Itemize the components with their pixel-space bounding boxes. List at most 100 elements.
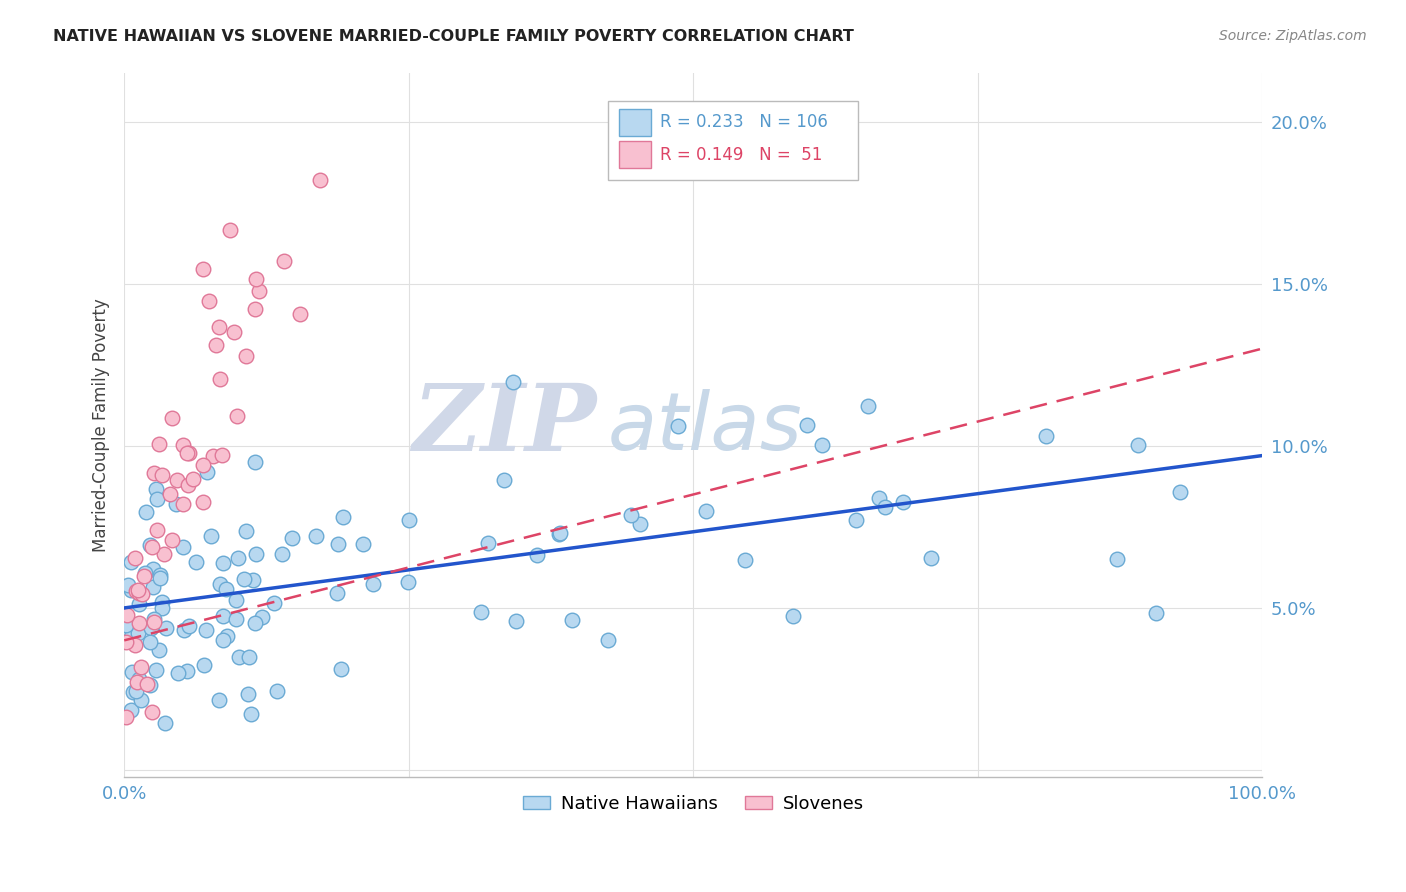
Point [326, 585, 349, 599]
Point [138, 635, 160, 649]
Point [145, 523, 167, 537]
Point [734, 553, 756, 567]
Point [361, 576, 384, 591]
Point [193, 495, 215, 509]
Point [159, 487, 181, 501]
Point [200, 529, 222, 543]
Bar [619, 141, 651, 168]
Point [596, 633, 619, 648]
Point [233, 572, 256, 586]
Point [225, 409, 247, 424]
Point [142, 467, 165, 481]
Point [505, 614, 527, 628]
Point [177, 478, 200, 492]
Point [218, 223, 240, 237]
Point [1144, 606, 1167, 620]
Point [1168, 484, 1191, 499]
Point [891, 495, 914, 509]
Point [146, 491, 169, 506]
Point [195, 624, 218, 638]
Point [176, 446, 198, 460]
Point [134, 566, 156, 581]
Text: R = 0.149   N =  51: R = 0.149 N = 51 [661, 145, 823, 163]
Point [526, 548, 548, 562]
Point [202, 449, 225, 463]
Text: R = 0.233   N = 106: R = 0.233 N = 106 [661, 113, 828, 131]
Point [142, 562, 165, 576]
Point [127, 626, 149, 640]
Point [222, 325, 245, 339]
Point [128, 615, 150, 630]
Point [115, 617, 138, 632]
Point [666, 419, 689, 434]
Point [396, 574, 419, 589]
Point [115, 634, 138, 648]
Point [155, 715, 177, 730]
Point [1128, 438, 1150, 452]
Text: ZIP: ZIP [412, 380, 596, 470]
Point [121, 665, 143, 680]
Text: Source: ZipAtlas.com: Source: ZipAtlas.com [1219, 29, 1367, 43]
Point [121, 685, 143, 699]
Point [1035, 429, 1057, 443]
Point [235, 524, 257, 539]
Point [245, 302, 267, 317]
Point [125, 583, 148, 598]
Point [142, 615, 165, 629]
Point [138, 678, 160, 692]
Point [561, 613, 583, 627]
Point [160, 410, 183, 425]
Point [114, 709, 136, 723]
Point [920, 550, 942, 565]
Point [128, 586, 150, 600]
Point [398, 513, 420, 527]
Point [184, 555, 207, 569]
Legend: Native Hawaiians, Slovenes: Native Hawaiians, Slovenes [516, 788, 870, 821]
Point [212, 633, 235, 648]
Point [1105, 552, 1128, 566]
FancyBboxPatch shape [607, 101, 858, 180]
Point [149, 570, 172, 584]
Point [782, 608, 804, 623]
Point [142, 611, 165, 625]
Point [193, 657, 215, 672]
Point [125, 684, 148, 698]
Point [120, 583, 142, 598]
Point [239, 706, 262, 721]
Point [280, 531, 302, 545]
Point [470, 605, 492, 619]
Point [141, 705, 163, 719]
Point [150, 601, 173, 615]
Point [502, 375, 524, 389]
Point [245, 548, 267, 562]
Point [167, 665, 190, 680]
Point [226, 551, 249, 566]
Point [620, 508, 643, 523]
Point [212, 557, 235, 571]
Point [124, 638, 146, 652]
Point [145, 483, 167, 497]
Point [242, 573, 264, 587]
Point [197, 294, 219, 309]
Point [172, 497, 194, 511]
Point [868, 491, 890, 506]
Text: atlas: atlas [607, 389, 803, 467]
Point [135, 505, 157, 519]
Point [141, 622, 163, 636]
Point [352, 537, 374, 551]
Point [225, 592, 247, 607]
Point [796, 417, 818, 432]
Point [177, 619, 200, 633]
Point [150, 595, 173, 609]
Point [212, 609, 235, 624]
Point [150, 467, 173, 482]
Point [856, 399, 879, 413]
Point [128, 597, 150, 611]
Point [217, 629, 239, 643]
Point [129, 693, 152, 707]
Point [173, 623, 195, 637]
Point [305, 529, 328, 543]
Point [225, 611, 247, 625]
Point [141, 540, 163, 554]
Point [228, 649, 250, 664]
